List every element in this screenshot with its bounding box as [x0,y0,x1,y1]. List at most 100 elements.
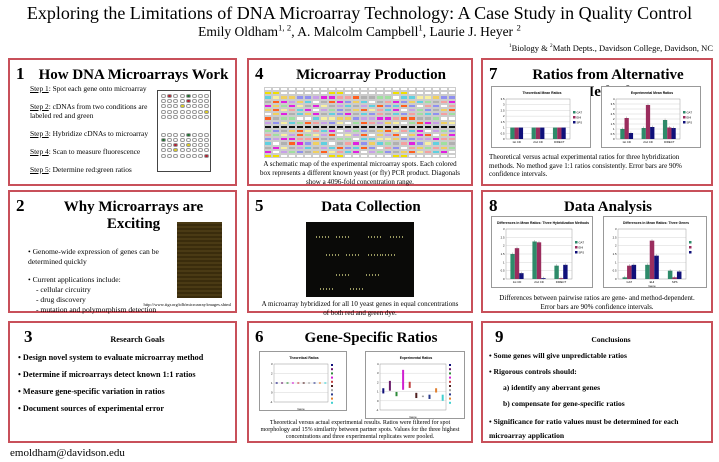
spot-cell [360,145,368,150]
y-tick-label: -1 [270,400,273,404]
legend-swatch [331,385,333,387]
bar [532,241,537,279]
spot [173,132,179,137]
spot-cell [280,149,288,154]
spot-cell [304,154,312,159]
spot-cell [368,99,376,104]
panel-title: Conclusions [591,335,631,344]
spot-cell [392,133,400,138]
panel-conclusions: 9 Conclusions • Some genes will give unpr… [481,321,713,443]
y-tick-label: -1 [376,408,379,412]
spot-cell [336,99,344,104]
spot-cell [432,120,440,125]
spot-cell [344,137,352,142]
spot-cell [408,91,416,96]
spot-cell [416,154,424,159]
spot-cell [384,124,392,129]
spot-cell [440,91,448,96]
spot-cell [304,145,312,150]
spot-cell [392,120,400,125]
x-tick-label: DIRECT [554,140,565,144]
spot-cell [448,145,456,150]
spot-cell [296,137,304,142]
contact-email[interactable]: emoldham@davidson.edu [10,447,125,459]
bar [645,264,650,279]
spot-cell [264,154,272,159]
gene-ratio-mark [313,382,316,384]
step-list: Step 1: Spot each gene onto microarray S… [30,84,170,183]
spot [204,104,210,109]
spot-cell [336,107,344,113]
panel-data-analysis: 8 Data Analysis Differences in Mean Ratio… [481,190,713,313]
fluorescent-spots [382,254,396,256]
spot-cell [312,107,320,113]
affiliation: 1Biology & 2Math Depts., Davidson Colleg… [509,43,713,53]
spot-cell [440,107,448,113]
y-tick-label: 2 [613,117,615,121]
goal-item: • Document sources of experimental error [18,404,165,413]
bar [676,271,682,279]
legend-label: EHI [577,115,582,119]
bar [514,127,519,139]
spot-cell [336,133,344,138]
spot-cell [416,120,424,125]
spot-cell [408,112,416,117]
spot-cell [408,99,416,104]
y-tick-label: 0 [613,137,615,141]
spot [191,104,197,109]
spot-cell [288,120,296,125]
legend-swatch [449,389,451,392]
conclusion-subitem: a) identify any aberrant genes [503,383,601,392]
spot-cell [264,95,272,100]
gene-ratio-mark [286,382,289,384]
spot-cell [432,95,440,100]
spot [161,153,166,158]
spot-cell [448,116,456,121]
goal-item: • Measure gene-specific variation in rat… [18,387,165,396]
spot-cell [376,141,384,146]
spot-cell [376,99,384,104]
spot-cell [320,107,328,113]
bar [535,127,541,139]
bar [667,270,673,279]
authors: Emily Oldham1, 2, A. Malcolm Campbell1, … [198,22,521,39]
source-url[interactable]: http://www.tigr.org/tdb/microarray/image… [143,302,232,307]
spot [185,148,191,153]
spot [173,109,179,114]
spot-cell [424,149,432,154]
spot-cell [288,91,296,96]
step: Step 1: Spot each gene onto microarray [30,84,170,93]
spot-cell [280,91,288,96]
spot [185,99,191,104]
spot-cell [352,87,360,92]
gene-ratio-mark [388,380,391,391]
spot-cell [376,103,384,108]
spot-cell [264,137,272,142]
spot [198,132,204,137]
spot-cell [432,116,440,121]
y-tick-label: 4 [613,97,615,101]
bar [554,265,559,279]
spot-cell [280,141,288,146]
bar [645,105,651,139]
gene-ratio-mark [308,382,311,384]
spot-cell [320,87,328,92]
spot-cell [400,116,408,121]
spot-cell [384,145,392,150]
spot-cell [392,149,400,154]
spot [198,137,204,142]
spot-cell [368,128,376,134]
spot-cell [424,116,432,121]
legend-swatch [449,385,451,387]
spot-cell [288,124,296,129]
spot-cell [416,91,424,96]
spot-cell [392,95,400,100]
spot-cell [328,120,336,125]
spot-cell [416,107,424,113]
author: A. Malcolm Campbell [297,24,419,39]
spot-cell [376,95,384,100]
spot-cell [336,137,344,142]
spot-cell [400,128,408,134]
spot-cell [376,124,384,129]
spot-cell [272,107,280,113]
